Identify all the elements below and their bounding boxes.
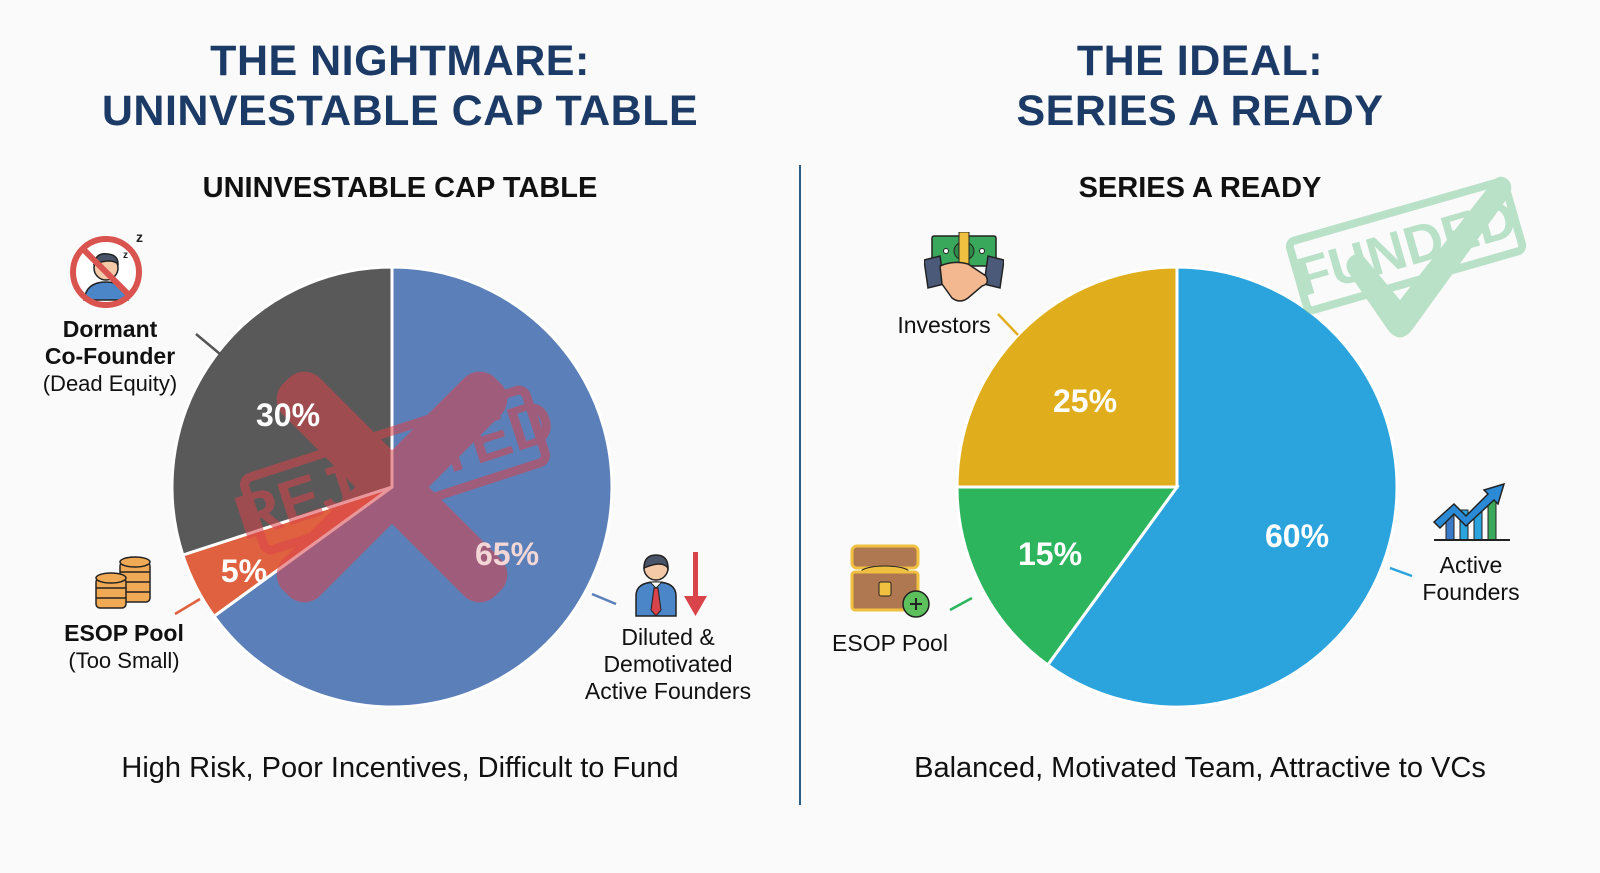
diluted-founder-down-arrow-icon [635, 552, 707, 617]
pct-left-founders: 65% [475, 536, 539, 572]
sleeping-person-banned-icon: z z [70, 229, 143, 308]
growth-chart-icon [1432, 482, 1510, 541]
pct-left-dormant: 30% [256, 397, 320, 433]
left-title-line1: THE NIGHTMARE: [210, 37, 590, 85]
right-title-line1: THE IDEAL: [1076, 37, 1324, 85]
left-panel: THE NIGHTMARE: UNINVESTABLE CAP TABLE UN… [0, 36, 800, 784]
slice-right-founders [1045, 265, 1399, 709]
leader-founders [591, 592, 617, 606]
label-investors: Investors [897, 312, 991, 338]
left-main-title: THE NIGHTMARE: UNINVESTABLE CAP TABLE [0, 36, 800, 136]
leader-dormant [195, 333, 221, 355]
left-title-line2: UNINVESTABLE CAP TABLE [101, 87, 699, 135]
right-title-line2: SERIES A READY [1016, 87, 1384, 135]
left-caption: High Risk, Poor Incentives, Difficult to… [121, 752, 679, 784]
right-pie-chart: FUNDED 25% 15% 60% [949, 176, 1527, 709]
svg-text:z: z [123, 250, 128, 261]
label-diluted-founders: Diluted & Demotivated Active Founders [584, 624, 752, 704]
funded-stamp: FUNDED [1285, 176, 1527, 338]
leader-active-founders [1389, 566, 1413, 578]
label-dormant-cofounder: Dormant Co-Founder (Dead Equity) [42, 316, 178, 396]
left-pie-chart: REJECTED 30% 5% 65% [170, 265, 617, 709]
right-chart-title: SERIES A READY [1078, 172, 1322, 204]
pct-left-esop: 5% [221, 553, 267, 589]
leader-esop [174, 597, 201, 616]
leader-investors [997, 313, 1019, 336]
right-main-title: THE IDEAL: SERIES A READY [800, 36, 1600, 136]
panel-divider [799, 165, 801, 805]
right-panel: THE IDEAL: SERIES A READY SERIES A READY… [800, 0, 1600, 873]
leader-esop-right [949, 596, 973, 612]
pct-right-founders: 60% [1265, 518, 1329, 554]
label-esop-pool-small: ESOP Pool (Too Small) [64, 620, 184, 673]
slice-right-investors [955, 265, 1179, 489]
handshake-money-icon [924, 232, 1004, 302]
svg-text:z: z [136, 229, 143, 245]
slice-right-esop [955, 485, 1180, 668]
label-active-founders: Active Founders [1422, 552, 1520, 605]
pct-right-investors: 25% [1053, 383, 1117, 419]
right-caption: Balanced, Motivated Team, Attractive to … [914, 752, 1486, 784]
pct-right-esop: 15% [1018, 536, 1082, 572]
treasure-chest-plus-icon [850, 544, 930, 618]
label-esop-pool: ESOP Pool [832, 630, 948, 656]
coin-stack-icon [95, 556, 151, 609]
left-chart-title: UNINVESTABLE CAP TABLE [202, 172, 598, 204]
